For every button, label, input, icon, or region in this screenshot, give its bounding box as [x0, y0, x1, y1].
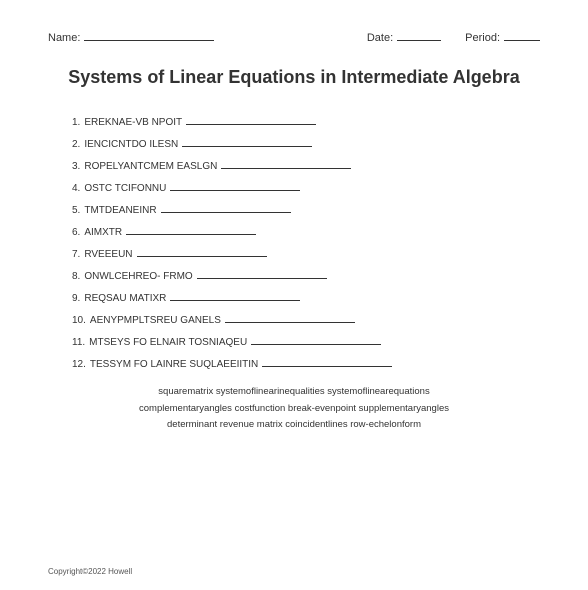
- item-number: 8.: [72, 271, 80, 282]
- scramble-item: 4. OSTC TCIFONNU: [72, 181, 540, 194]
- item-scramble-text: ONWLCEHREO- FRMO: [84, 271, 192, 282]
- item-answer-line: [170, 291, 300, 301]
- header-row: Name: Date: Period:: [48, 32, 540, 44]
- scramble-item: 5. TMTDEANEINR: [72, 203, 540, 216]
- scramble-item: 8. ONWLCEHREO- FRMO: [72, 269, 540, 282]
- item-scramble-text: RVEEEUN: [84, 249, 132, 260]
- scramble-item: 2. IENCICNTDO ILESN: [72, 137, 540, 150]
- scramble-item: 11. MTSEYS FO ELNAIR TOSNIAQEU: [72, 335, 540, 348]
- scramble-items: 1. EREKNAE-VB NPOIT 2. IENCICNTDO ILESN 3. RO…: [48, 115, 540, 370]
- item-number: 7.: [72, 249, 80, 260]
- date-blank-line: [397, 40, 441, 41]
- item-answer-line: [170, 181, 300, 191]
- period-field: Period:: [465, 32, 540, 44]
- item-number: 10.: [72, 315, 86, 326]
- item-answer-line: [137, 247, 267, 257]
- date-label: Date:: [367, 32, 393, 44]
- item-answer-line: [262, 357, 392, 367]
- name-blank-line: [84, 40, 214, 41]
- scramble-item: 10. AENYPMPLTSREU GANELS: [72, 313, 540, 326]
- item-number: 4.: [72, 183, 80, 194]
- scramble-item: 1. EREKNAE-VB NPOIT: [72, 115, 540, 128]
- name-label: Name:: [48, 32, 80, 44]
- item-scramble-text: MTSEYS FO ELNAIR TOSNIAQEU: [89, 337, 247, 348]
- item-answer-line: [186, 115, 316, 125]
- item-scramble-text: REQSAU MATIXR: [84, 293, 166, 304]
- item-answer-line: [182, 137, 312, 147]
- item-scramble-text: TESSYM FO LAINRE SUQLAEEIITIN: [90, 359, 258, 370]
- word-bank-line-3: determinant revenue matrix coincidentlin…: [68, 417, 520, 433]
- item-number: 12.: [72, 359, 86, 370]
- word-bank: squarematrix systemoflinearinequalities …: [48, 384, 540, 432]
- item-answer-line: [251, 335, 381, 345]
- word-bank-line-2: complementaryangles costfunction break-e…: [68, 401, 520, 417]
- item-answer-line: [225, 313, 355, 323]
- item-number: 11.: [72, 337, 85, 348]
- item-scramble-text: OSTC TCIFONNU: [84, 183, 166, 194]
- copyright-text: Copyright©2022 Howell: [48, 567, 132, 576]
- item-answer-line: [197, 269, 327, 279]
- item-answer-line: [161, 203, 291, 213]
- period-label: Period:: [465, 32, 500, 44]
- item-scramble-text: TMTDEANEINR: [84, 205, 156, 216]
- item-number: 6.: [72, 227, 80, 238]
- period-blank-line: [504, 40, 540, 41]
- scramble-item: 3. ROPELYANTCMEM EASLGN: [72, 159, 540, 172]
- scramble-item: 9. REQSAU MATIXR: [72, 291, 540, 304]
- item-number: 2.: [72, 139, 80, 150]
- worksheet-title: Systems of Linear Equations in Intermedi…: [48, 66, 540, 89]
- name-field: Name:: [48, 32, 214, 44]
- item-scramble-text: EREKNAE-VB NPOIT: [84, 117, 182, 128]
- item-scramble-text: IENCICNTDO ILESN: [84, 139, 178, 150]
- item-number: 5.: [72, 205, 80, 216]
- word-bank-line-1: squarematrix systemoflinearinequalities …: [68, 384, 520, 400]
- scramble-item: 7. RVEEEUN: [72, 247, 540, 260]
- item-answer-line: [126, 225, 256, 235]
- item-scramble-text: AENYPMPLTSREU GANELS: [90, 315, 221, 326]
- item-scramble-text: AIMXTR: [84, 227, 122, 238]
- item-answer-line: [221, 159, 351, 169]
- item-number: 9.: [72, 293, 80, 304]
- item-scramble-text: ROPELYANTCMEM EASLGN: [84, 161, 217, 172]
- date-field: Date:: [367, 32, 441, 44]
- scramble-item: 12. TESSYM FO LAINRE SUQLAEEIITIN: [72, 357, 540, 370]
- scramble-item: 6. AIMXTR: [72, 225, 540, 238]
- item-number: 1.: [72, 117, 80, 128]
- item-number: 3.: [72, 161, 80, 172]
